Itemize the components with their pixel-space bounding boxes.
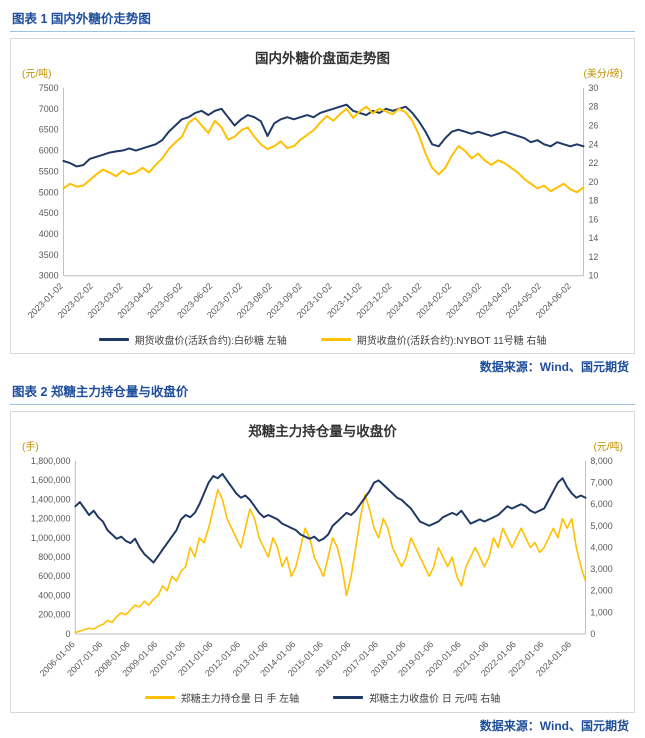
svg-text:1,400,000: 1,400,000 (31, 495, 71, 505)
figure2-heading: 图表 2 郑糖主力持仓量与收盘价 (10, 379, 635, 406)
svg-text:20: 20 (588, 177, 598, 187)
svg-text:7000: 7000 (39, 104, 59, 114)
legend-swatch-navy-line (98, 337, 129, 341)
svg-text:0: 0 (65, 629, 70, 639)
svg-text:400,000: 400,000 (38, 591, 70, 601)
svg-text:10: 10 (588, 271, 598, 281)
legend-item-open-interest: 郑糖主力持仓量 日 手 左轴 (144, 690, 300, 706)
svg-text:4000: 4000 (39, 229, 59, 239)
svg-text:2,000: 2,000 (590, 586, 612, 596)
svg-text:4,000: 4,000 (590, 543, 612, 553)
legend-swatch-navy-line (333, 696, 364, 700)
legend-label-close-price: 郑糖主力收盘价 日 元/吨 右轴 (369, 694, 501, 706)
svg-text:6,000: 6,000 (590, 499, 612, 509)
legend-label-open-interest: 郑糖主力持仓量 日 手 左轴 (180, 694, 300, 706)
legend-swatch-gold-line (144, 696, 175, 700)
svg-text:7500: 7500 (39, 83, 59, 93)
svg-text:3500: 3500 (39, 250, 59, 260)
chart1-right-axis-unit: (美分/磅) (583, 69, 623, 80)
chart2-line-chart: 0 200,000 400,000 600,000 800,000 1,000,000 1,… (31, 456, 613, 678)
chart1-units-row: (元/吨) (美分/磅) (16, 68, 629, 82)
svg-text:30: 30 (588, 83, 598, 93)
svg-text:22: 22 (588, 158, 598, 168)
svg-text:18: 18 (588, 196, 598, 206)
svg-text:1,000: 1,000 (590, 607, 612, 617)
svg-text:1,000,000: 1,000,000 (31, 533, 71, 543)
svg-text:1,800,000: 1,800,000 (31, 456, 71, 466)
svg-text:28: 28 (588, 102, 598, 112)
chart2-legend: 郑糖主力持仓量 日 手 左轴 郑糖主力收盘价 日 元/吨 右轴 (16, 688, 629, 708)
svg-text:600,000: 600,000 (38, 571, 70, 581)
data-source-1: 数据来源：Wind、国元期货 (479, 360, 629, 375)
svg-text:5000: 5000 (39, 187, 59, 197)
svg-text:6000: 6000 (39, 146, 59, 156)
chart1-line-chart: 3000 3500 4000 4500 5000 5500 6000 6500 7000 7500… (26, 83, 599, 320)
chart1-title: 国内外糖价盘面走势图 (255, 51, 390, 66)
svg-text:3,000: 3,000 (590, 564, 612, 574)
svg-text:3000: 3000 (39, 271, 59, 281)
svg-text:0: 0 (590, 629, 595, 639)
chart2-left-axis-unit: (手) (22, 442, 39, 454)
svg-text:26: 26 (588, 120, 598, 130)
svg-text:6500: 6500 (39, 125, 59, 135)
chart1-legend: 期货收盘价(活跃合约):白砂糖 左轴 期货收盘价(活跃合约):NYBOT 11号… (16, 329, 629, 349)
svg-text:5500: 5500 (39, 166, 59, 176)
legend-item-white-sugar: 期货收盘价(活跃合约):白砂糖 左轴 (98, 332, 287, 347)
chart2-panel: 郑糖主力持仓量与收盘价 (手) (元/吨) 0 200,000 400,000 600… (10, 411, 635, 713)
chart2-units-row: (手) (元/吨) (16, 441, 629, 455)
svg-text:14: 14 (588, 233, 598, 243)
legend-item-close-price: 郑糖主力收盘价 日 元/吨 右轴 (333, 690, 500, 705)
data-source-2: 数据来源：Wind、国元期货 (479, 718, 629, 733)
chart2-right-axis-unit: (元/吨) (593, 442, 623, 454)
svg-text:7,000: 7,000 (590, 478, 612, 488)
legend-label-nybot-sugar: 期货收盘价(活跃合约):NYBOT 11号糖 右轴 (356, 335, 547, 347)
svg-text:16: 16 (588, 214, 598, 224)
svg-text:4500: 4500 (39, 208, 59, 218)
legend-item-nybot-sugar: 期货收盘价(活跃合约):NYBOT 11号糖 右轴 (320, 332, 547, 347)
svg-text:5,000: 5,000 (590, 521, 612, 531)
svg-text:800,000: 800,000 (38, 552, 70, 562)
page-root: 图表 1 国内外糖价走势图 国内外糖价盘面走势图 (元/吨) (美分/磅) 30… (10, 6, 635, 738)
svg-text:24: 24 (588, 139, 598, 149)
svg-text:12: 12 (588, 252, 598, 262)
svg-text:1,600,000: 1,600,000 (31, 475, 71, 485)
legend-swatch-gold-line (320, 337, 351, 341)
chart1-left-axis-unit: (元/吨) (22, 69, 52, 80)
chart2-title: 郑糖主力持仓量与收盘价 (248, 424, 397, 440)
figure1-heading: 图表 1 国内外糖价走势图 (10, 6, 635, 32)
legend-label-white-sugar: 期货收盘价(活跃合约):白砂糖 左轴 (134, 335, 287, 347)
svg-text:1,200,000: 1,200,000 (31, 514, 71, 524)
chart1-panel: 国内外糖价盘面走势图 (元/吨) (美分/磅) 3000 3500 4000 4500… (10, 38, 635, 355)
svg-text:8,000: 8,000 (590, 456, 612, 466)
svg-text:200,000: 200,000 (38, 610, 70, 620)
